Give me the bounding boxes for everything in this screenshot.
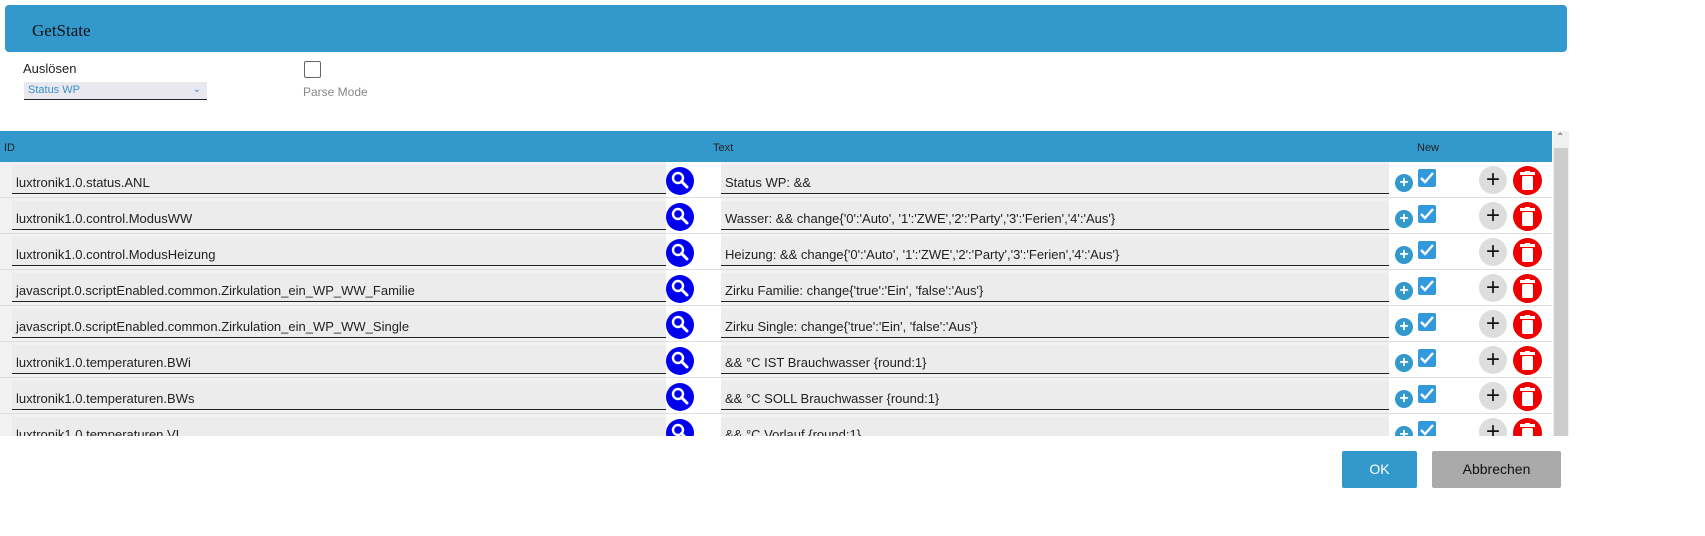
id-input[interactable]: luxtronik1.0.temperaturen.BWs [12,381,666,410]
search-icon[interactable] [666,167,694,195]
delete-icon[interactable] [1513,166,1542,195]
table-row: luxtronik1.0.status.ANL Status WP: && + … [0,162,1552,198]
scroll-up-icon[interactable]: ⌃ [1556,132,1565,143]
table-scrollbar[interactable]: ⌃ [1553,131,1569,436]
parse-mode-checkbox[interactable] [304,61,321,78]
dialog-title: GetState [32,21,91,40]
trigger-select[interactable]: Status WP ⌄ [24,82,207,100]
text-input[interactable]: && °C Vorlauf {round:1} [721,417,1389,436]
add-circle-icon[interactable]: + [1395,390,1413,408]
scrollbar-thumb[interactable] [1554,148,1568,436]
text-input[interactable]: Wasser: && change{'0':'Auto', '1':'ZWE',… [721,201,1389,230]
add-circle-icon[interactable]: + [1395,282,1413,300]
add-circle-icon[interactable]: + [1395,246,1413,264]
id-input[interactable]: luxtronik1.0.control.ModusWW [12,201,666,230]
search-icon[interactable] [666,311,694,339]
table-header: ID Text New [0,131,1552,162]
search-icon[interactable] [666,203,694,231]
add-row-button[interactable]: + [1479,274,1507,302]
new-checkbox[interactable] [1418,277,1436,295]
new-checkbox[interactable] [1418,349,1436,367]
states-table: ID Text New luxtronik1.0.status.ANL Stat… [0,131,1552,436]
add-row-button[interactable]: + [1479,202,1507,230]
add-row-button[interactable]: + [1479,166,1507,194]
table-row: javascript.0.scriptEnabled.common.Zirkul… [0,306,1552,342]
delete-icon[interactable] [1513,310,1542,339]
add-row-button[interactable]: + [1479,418,1507,436]
parse-mode-label: Parse Mode [303,85,368,99]
table-row: luxtronik1.0.control.ModusHeizung Heizun… [0,234,1552,270]
add-circle-icon[interactable]: + [1395,426,1413,436]
id-input[interactable]: javascript.0.scriptEnabled.common.Zirkul… [12,309,666,338]
text-input[interactable]: && °C IST Brauchwasser {round:1} [721,345,1389,374]
add-row-button[interactable]: + [1479,310,1507,338]
header-id: ID [4,142,15,154]
text-input[interactable]: && °C SOLL Brauchwasser {round:1} [721,381,1389,410]
table-row: luxtronik1.0.temperaturen.BWs && °C SOLL… [0,378,1552,414]
add-circle-icon[interactable]: + [1395,354,1413,372]
search-icon[interactable] [666,239,694,267]
trigger-selected-value: Status WP [28,84,80,96]
search-icon[interactable] [666,347,694,375]
chevron-down-icon: ⌄ [192,84,201,95]
new-checkbox[interactable] [1418,421,1436,436]
id-input[interactable]: javascript.0.scriptEnabled.common.Zirkul… [12,273,666,302]
delete-icon[interactable] [1513,202,1542,231]
id-input[interactable]: luxtronik1.0.status.ANL [12,165,666,194]
new-checkbox[interactable] [1418,205,1436,223]
add-circle-icon[interactable]: + [1395,318,1413,336]
search-icon[interactable] [666,419,694,436]
search-icon[interactable] [666,383,694,411]
table-row: luxtronik1.0.temperaturen.VL && °C Vorla… [0,414,1552,436]
new-checkbox[interactable] [1418,241,1436,259]
add-circle-icon[interactable]: + [1395,210,1413,228]
text-input[interactable]: Zirku Familie: change{'true':'Ein', 'fal… [721,273,1389,302]
id-input[interactable]: luxtronik1.0.control.ModusHeizung [12,237,666,266]
add-row-button[interactable]: + [1479,346,1507,374]
add-row-button[interactable]: + [1479,382,1507,410]
new-checkbox[interactable] [1418,169,1436,187]
delete-icon[interactable] [1513,238,1542,267]
header-new: New [1417,142,1440,154]
text-input[interactable]: Heizung: && change{'0':'Auto', '1':'ZWE'… [721,237,1389,266]
cancel-button[interactable]: Abbrechen [1432,451,1561,488]
delete-icon[interactable] [1513,346,1542,375]
search-icon[interactable] [666,275,694,303]
new-checkbox[interactable] [1418,385,1436,403]
delete-icon[interactable] [1513,274,1542,303]
header-text: Text [713,142,734,154]
table-row: luxtronik1.0.temperaturen.BWi && °C IST … [0,342,1552,378]
table-row: javascript.0.scriptEnabled.common.Zirkul… [0,270,1552,306]
id-input[interactable]: luxtronik1.0.temperaturen.VL [12,417,666,436]
table-row: luxtronik1.0.control.ModusWW Wasser: && … [0,198,1552,234]
delete-icon[interactable] [1513,418,1542,436]
add-row-button[interactable]: + [1479,238,1507,266]
add-circle-icon[interactable]: + [1395,174,1413,192]
text-input[interactable]: Status WP: && [721,165,1389,194]
delete-icon[interactable] [1513,382,1542,411]
trigger-label: Auslösen [23,61,77,76]
text-input[interactable]: Zirku Single: change{'true':'Ein', 'fals… [721,309,1389,338]
ok-button[interactable]: OK [1342,451,1417,488]
new-checkbox[interactable] [1418,313,1436,331]
dialog-title-bar: GetState [5,5,1567,52]
id-input[interactable]: luxtronik1.0.temperaturen.BWi [12,345,666,374]
